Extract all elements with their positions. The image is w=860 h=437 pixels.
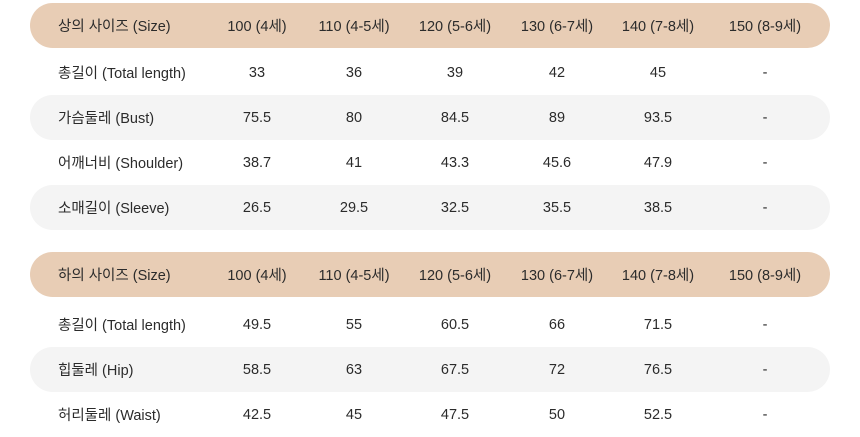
size-column-header: 140 (7-8세) [621,268,695,284]
table-cell: - [762,316,768,333]
table-cell: 26.5 [242,199,272,216]
size-column-header: 110 (4-5세) [318,268,390,284]
table-cell: 93.5 [643,109,673,126]
table-row: 소매길이 (Sleeve) 26.5 29.5 32.5 35.5 38.5 - [30,185,830,230]
table-cell: 45 [649,64,667,81]
table-cell: 89 [548,109,566,126]
size-column-header: 150 (8-9세) [728,19,802,35]
row-label: 힙둘레 (Hip) [58,363,134,379]
size-column-header: 150 (8-9세) [728,268,802,284]
table-cell: 29.5 [339,199,369,216]
table-cell: - [762,199,768,216]
table-cell: 84.5 [440,109,470,126]
table-cell: 47.5 [440,406,470,423]
table-cell: 41 [345,154,363,171]
row-label: 허리둘레 (Waist) [58,408,161,424]
table-cell: 49.5 [242,316,272,333]
table-cell: 75.5 [242,109,272,126]
size-column-header: 100 (4세) [227,19,287,35]
table-row: 총길이 (Total length) 49.5 55 60.5 66 71.5 - [30,302,830,347]
table-cell: 50 [548,406,566,423]
table-cell: 52.5 [643,406,673,423]
table-cell: 60.5 [440,316,470,333]
row-label: 어깨너비 (Shoulder) [58,156,184,172]
table-cell: - [762,64,768,81]
table-row: 어깨너비 (Shoulder) 38.7 41 43.3 45.6 47.9 - [30,140,830,185]
row-label: 소매길이 (Sleeve) [58,201,170,217]
table-header-row: 상의 사이즈 (Size) 100 (4세) 110 (4-5세) 120 (5-6세… [30,3,830,48]
table-cell: 55 [345,316,363,333]
table-cell: 67.5 [440,361,470,378]
table-cell: 38.5 [643,199,673,216]
table-cell: 71.5 [643,316,673,333]
table-header-row: 하의 사이즈 (Size) 100 (4세) 110 (4-5세) 120 (5-6세… [30,252,830,297]
row-label: 가슴둘레 (Bust) [58,111,155,127]
row-label: 총길이 (Total length) [58,318,186,334]
table-cell: 36 [345,64,363,81]
size-column-header: 140 (7-8세) [621,19,695,35]
size-column-header: 130 (6-7세) [520,268,594,284]
table-cell: 35.5 [542,199,572,216]
table-cell: 45 [345,406,363,423]
table-cell: 39 [446,64,464,81]
size-column-header: 130 (6-7세) [520,19,594,35]
table-cell: 66 [548,316,566,333]
table-cell: 45.6 [542,154,572,171]
row-label: 총길이 (Total length) [58,66,186,82]
table-cell: 72 [548,361,566,378]
size-column-header: 120 (5-6세) [418,19,492,35]
table-row: 가슴둘레 (Bust) 75.5 80 84.5 89 93.5 - [30,95,830,140]
size-column-header: 110 (4-5세) [318,19,390,35]
table-cell: 42.5 [242,406,272,423]
table-cell: 42 [548,64,566,81]
table-row: 총길이 (Total length) 33 36 39 42 45 - [30,50,830,95]
size-column-header: 120 (5-6세) [418,268,492,284]
table-cell: 80 [345,109,363,126]
table-cell: - [762,406,768,423]
table-cell: - [762,109,768,126]
table-row: 허리둘레 (Waist) 42.5 45 47.5 50 52.5 - [30,392,830,437]
table-cell: 47.9 [643,154,673,171]
table-cell: 33 [248,64,266,81]
table-cell: 32.5 [440,199,470,216]
table-cell: - [762,154,768,171]
table-cell: 38.7 [242,154,272,171]
table-cell: - [762,361,768,378]
table-row: 힙둘레 (Hip) 58.5 63 67.5 72 76.5 - [30,347,830,392]
header-label: 하의 사이즈 (Size) [58,268,171,284]
table-cell: 76.5 [643,361,673,378]
table-cell: 43.3 [440,154,470,171]
header-label: 상의 사이즈 (Size) [58,19,171,35]
table-cell: 58.5 [242,361,272,378]
table-cell: 63 [345,361,363,378]
size-column-header: 100 (4세) [227,268,287,284]
